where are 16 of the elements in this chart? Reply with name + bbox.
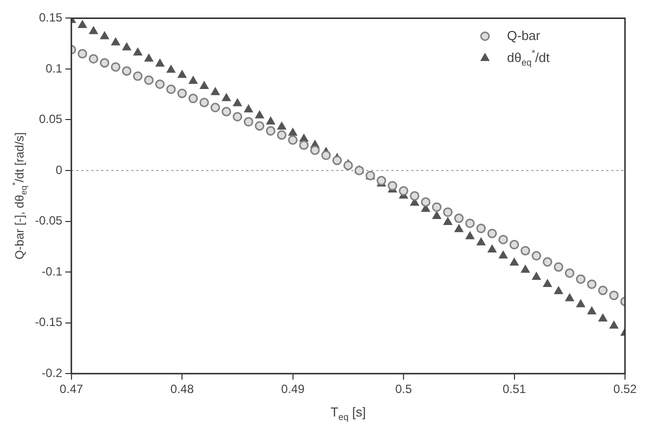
x-tick-label: 0.51	[502, 382, 526, 396]
y-axis-title: Q-bar [-], dθeq*/dt [rad/s]	[10, 132, 29, 260]
y-tick-label: 0	[56, 162, 63, 177]
y-tick-label: -0.15	[34, 315, 63, 330]
y-tick-label: 0.15	[38, 10, 63, 25]
x-tick-label: 0.48	[170, 382, 194, 396]
x-tick-label: 0.5	[395, 382, 412, 396]
y-tick-label: 0.05	[38, 112, 63, 126]
x-tick-label: 0.49	[281, 382, 305, 396]
y-tick-label: -0.2	[42, 366, 63, 380]
legend-label: Q-bar	[507, 28, 541, 43]
y-tick-label: 0.1	[46, 61, 63, 76]
x-tick-label: 0.52	[613, 382, 637, 396]
y-tick-label: -0.1	[42, 264, 63, 278]
y-tick-label: -0.05	[34, 214, 63, 228]
x-tick-label: 0.47	[60, 382, 84, 396]
